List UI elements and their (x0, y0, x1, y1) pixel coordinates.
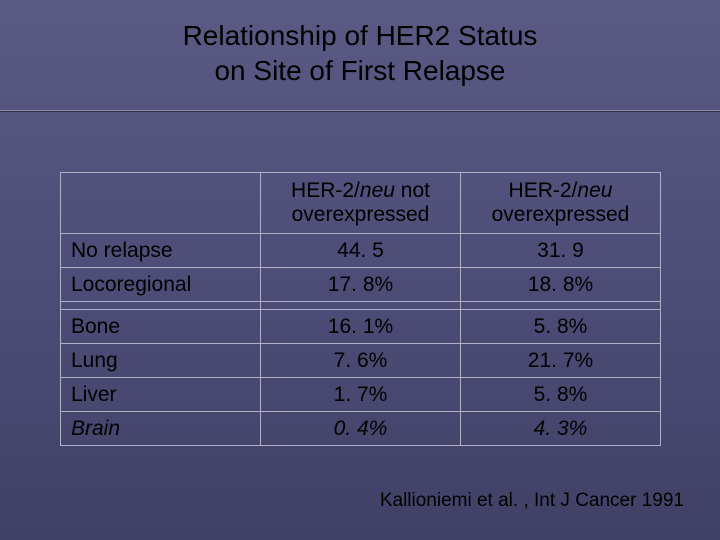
row-val-2: 31. 9 (461, 234, 661, 268)
citation: Kallioniemi et al. , Int J Cancer 1991 (380, 490, 684, 512)
row-val-1: 0. 4% (261, 412, 461, 446)
row-val-1: 44. 5 (261, 234, 461, 268)
data-table-wrap: HER-2/neu not overexpressed HER-2/neu ov… (60, 172, 660, 446)
header-col-1-neu: neu (360, 179, 395, 202)
header-col-2: HER-2/neu overexpressed (461, 173, 661, 234)
row-label: Lung (61, 344, 261, 378)
table-row: Liver 1. 7% 5. 8% (61, 378, 661, 412)
row-label: No relapse (61, 234, 261, 268)
title-block: Relationship of HER2 Status on Site of F… (0, 0, 720, 100)
row-val-1: 7. 6% (261, 344, 461, 378)
row-label: Brain (61, 412, 261, 446)
header-col-1: HER-2/neu not overexpressed (261, 173, 461, 234)
header-blank (61, 173, 261, 234)
table-row: Bone 16. 1% 5. 8% (61, 310, 661, 344)
table-spacer (61, 302, 661, 310)
row-val-2: 5. 8% (461, 310, 661, 344)
data-table: HER-2/neu not overexpressed HER-2/neu ov… (60, 172, 661, 446)
row-val-1: 1. 7% (261, 378, 461, 412)
row-label: Bone (61, 310, 261, 344)
header-col-1-line2: overexpressed (292, 203, 430, 226)
title-line-1: Relationship of HER2 Status (0, 18, 720, 53)
row-label: Locoregional (61, 268, 261, 302)
header-col-2-neu: neu (577, 179, 612, 202)
header-col-1-suffix: not (395, 179, 430, 202)
row-val-1: 16. 1% (261, 310, 461, 344)
row-val-1: 17. 8% (261, 268, 461, 302)
table-row: No relapse 44. 5 31. 9 (61, 234, 661, 268)
row-label: Liver (61, 378, 261, 412)
row-val-2: 4. 3% (461, 412, 661, 446)
title-underline (0, 110, 720, 112)
row-val-2: 5. 8% (461, 378, 661, 412)
row-val-2: 18. 8% (461, 268, 661, 302)
header-col-2-prefix: HER-2/ (509, 179, 578, 202)
header-col-1-prefix: HER-2/ (291, 179, 360, 202)
title-line-2: on Site of First Relapse (0, 53, 720, 88)
table-row: Lung 7. 6% 21. 7% (61, 344, 661, 378)
table-row: Locoregional 17. 8% 18. 8% (61, 268, 661, 302)
slide: Relationship of HER2 Status on Site of F… (0, 0, 720, 540)
table-header-row: HER-2/neu not overexpressed HER-2/neu ov… (61, 173, 661, 234)
row-val-2: 21. 7% (461, 344, 661, 378)
table-row: Brain 0. 4% 4. 3% (61, 412, 661, 446)
header-col-2-line2: overexpressed (492, 203, 630, 226)
